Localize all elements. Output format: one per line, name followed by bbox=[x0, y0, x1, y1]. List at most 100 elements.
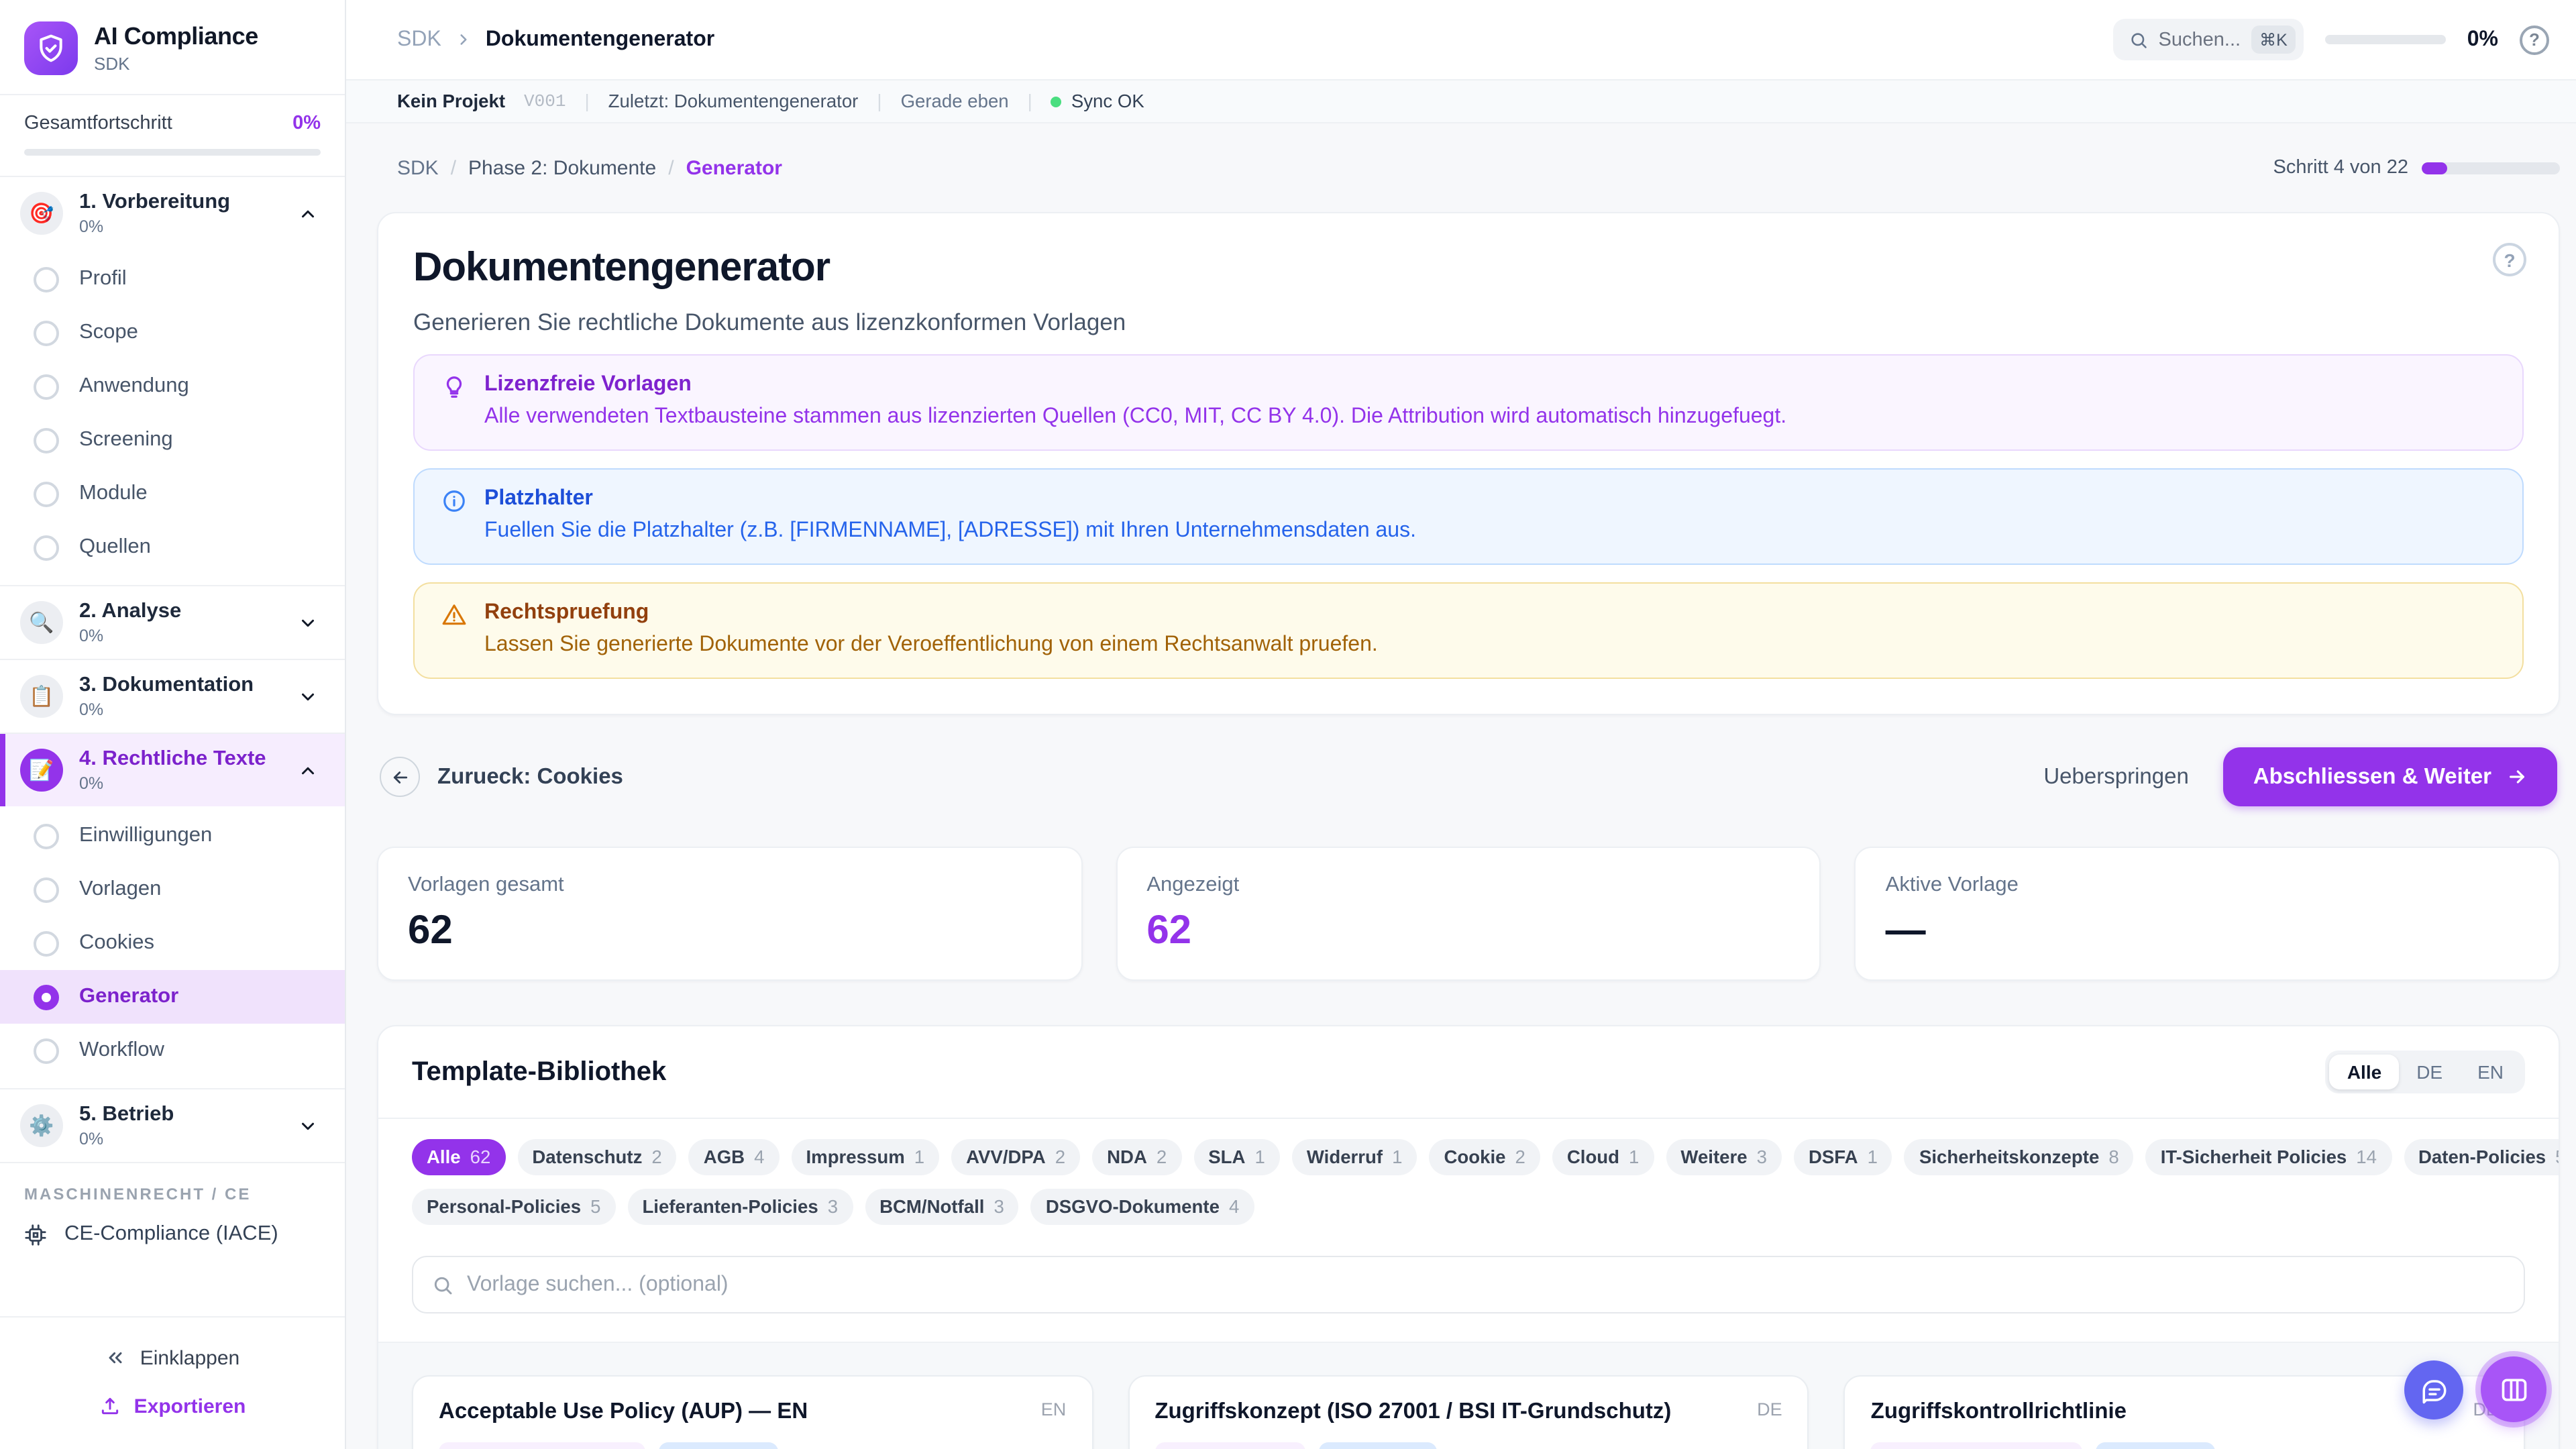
generator-card: Dokumentengenerator Generieren Sie recht… bbox=[377, 212, 2560, 715]
sidebar-section-header-4[interactable]: 📝 4. Rechtliche Texte 0% bbox=[0, 734, 345, 806]
chip-icon bbox=[25, 1224, 46, 1245]
collapse-label: Einklappen bbox=[140, 1346, 240, 1369]
filter-chip-cookie[interactable]: Cookie 2 bbox=[1429, 1139, 1540, 1175]
back-button[interactable]: Zurueck: Cookies bbox=[380, 757, 623, 797]
double-chevron-left-icon bbox=[109, 1352, 123, 1364]
sidebar-item-module[interactable]: Module bbox=[0, 467, 345, 521]
alert-title: Rechtspruefung bbox=[484, 601, 649, 624]
crumb-root[interactable]: SDK bbox=[397, 156, 439, 179]
chip-label: Widerruf bbox=[1306, 1147, 1383, 1167]
filter-chip-widerruf[interactable]: Widerruf 1 bbox=[1291, 1139, 1417, 1175]
sidebar: AI Compliance SDK Gesamtfortschritt 0% 🎯… bbox=[0, 0, 346, 1449]
sidebar-section-header-2[interactable]: 🔍 2. Analyse 0% bbox=[0, 586, 345, 659]
filter-chip-sicherheitskonzepte[interactable]: Sicherheitskonzepte 8 bbox=[1904, 1139, 2134, 1175]
chip-count: 5 bbox=[590, 1197, 601, 1217]
collapse-sidebar-button[interactable]: Einklappen bbox=[0, 1334, 345, 1382]
finish-next-button[interactable]: Abschliessen & Weiter bbox=[2223, 747, 2557, 806]
sidebar-item-generator[interactable]: Generator bbox=[0, 970, 345, 1024]
global-search-input[interactable]: Suchen... ⌘K bbox=[2112, 19, 2304, 60]
sidebar-item-anwendung[interactable]: Anwendung bbox=[0, 360, 345, 413]
template-license-chip: MIT License bbox=[2096, 1442, 2215, 1449]
search-icon bbox=[434, 1276, 452, 1294]
chip-label: BCM/Notfall bbox=[879, 1197, 985, 1217]
sidebar-item-screening[interactable]: Screening bbox=[0, 413, 345, 467]
back-label: Zurueck: Cookies bbox=[437, 764, 623, 788]
filter-chip-nda[interactable]: NDA 2 bbox=[1092, 1139, 1182, 1175]
template-lang-badge: DE bbox=[1757, 1399, 1782, 1419]
stat-label: Vorlagen gesamt bbox=[408, 873, 564, 896]
chip-count: 4 bbox=[754, 1147, 765, 1167]
filter-chip-impressum[interactable]: Impressum 1 bbox=[791, 1139, 940, 1175]
sidebar-item-workflow[interactable]: Workflow bbox=[0, 1024, 345, 1077]
filter-chip-it-sicherheit-policies[interactable]: IT-Sicherheit Policies 14 bbox=[2145, 1139, 2392, 1175]
filter-chip-cloud[interactable]: Cloud 1 bbox=[1552, 1139, 1654, 1175]
filter-chip-lieferanten-policies[interactable]: Lieferanten-Policies 3 bbox=[627, 1189, 853, 1225]
filter-chip-agb[interactable]: AGB 4 bbox=[688, 1139, 780, 1175]
filter-chip-daten-policies[interactable]: Daten-Policies 5 bbox=[2404, 1139, 2559, 1175]
stat-card: Vorlagen gesamt 62 bbox=[377, 847, 1083, 981]
lang-tab-de[interactable]: DE bbox=[2416, 1061, 2443, 1083]
sidebar-item-ce-compliance[interactable]: CE-Compliance (IACE) bbox=[24, 1217, 321, 1260]
chat-fab-button[interactable] bbox=[2404, 1360, 2463, 1419]
sidebar-nav: 🎯 1. Vorbereitung 0% Profil Scope Anwendung Sc… bbox=[0, 177, 345, 1316]
sidebar-item-scope[interactable]: Scope bbox=[0, 306, 345, 360]
statusbar: Kein Projekt V001 | Zuletzt: Dokumenteng… bbox=[346, 79, 2576, 123]
panel-fab-button[interactable] bbox=[2481, 1356, 2546, 1422]
template-search-input[interactable]: Vorlage suchen... (optional) bbox=[412, 1256, 2525, 1313]
stats-row: Vorlagen gesamt 62 Angezeigt 62 Aktive Vorla… bbox=[377, 847, 2560, 981]
sidebar-item-profil[interactable]: Profil bbox=[0, 252, 345, 306]
sidebar-item-label: Einwilligungen bbox=[79, 824, 213, 847]
card-help-icon[interactable]: ? bbox=[2493, 243, 2526, 276]
chip-count: 4 bbox=[1228, 1197, 1240, 1217]
section-title: 4. Rechtliche Texte bbox=[79, 747, 266, 770]
filter-chip-personal-policies[interactable]: Personal-Policies 5 bbox=[412, 1189, 616, 1225]
filter-chip-dsgvo-dokumente[interactable]: DSGVO-Dokumente 4 bbox=[1030, 1189, 1254, 1225]
filter-chip-bcm-notfall[interactable]: BCM/Notfall 3 bbox=[865, 1189, 1019, 1225]
skip-button[interactable]: Ueberspringen bbox=[2043, 764, 2189, 788]
sidebar-item-label: Workflow bbox=[79, 1038, 164, 1061]
lang-tab-alle[interactable]: Alle bbox=[2329, 1055, 2400, 1089]
section-title: 1. Vorbereitung bbox=[79, 191, 231, 213]
chip-label: Daten-Policies bbox=[2418, 1147, 2546, 1167]
sidebar-item-label: Screening bbox=[79, 428, 173, 451]
filter-chip-sla[interactable]: SLA 1 bbox=[1193, 1139, 1280, 1175]
sidebar-section-header-5[interactable]: ⚙️ 5. Betrieb 0% bbox=[0, 1089, 345, 1162]
sidebar-item-vorlagen[interactable]: Vorlagen bbox=[0, 863, 345, 916]
alert-body: Alle verwendeten Textbausteine stammen a… bbox=[484, 405, 1787, 428]
sidebar-section-header-3[interactable]: 📋 3. Dokumentation 0% bbox=[0, 660, 345, 733]
sidebar-item-quellen[interactable]: Quellen bbox=[0, 521, 345, 574]
page-subtitle: Generieren Sie rechtliche Dokumente aus … bbox=[413, 309, 1126, 335]
sidebar-section-header-1[interactable]: 🎯 1. Vorbereitung 0% bbox=[0, 177, 345, 250]
filter-chip-dsfa[interactable]: DSFA 1 bbox=[1793, 1139, 1892, 1175]
machine-law-section: MASCHINENRECHT / CE CE-Compliance (IACE) bbox=[0, 1163, 345, 1265]
filter-chip-alle[interactable]: Alle 62 bbox=[412, 1139, 506, 1175]
template-library-card: Template-Bibliothek Alle DE EN Alle 62 Daten… bbox=[377, 1025, 2560, 1449]
section-emoji-icon: 📝 bbox=[20, 749, 63, 792]
placeholder-alert: Platzhalter Fuellen Sie die Platzhalter … bbox=[413, 468, 2524, 565]
section-title: 3. Dokumentation bbox=[79, 674, 254, 696]
crumb-phase[interactable]: Phase 2: Dokumente bbox=[468, 156, 657, 179]
sidebar-item-einwilligungen[interactable]: Einwilligungen bbox=[0, 809, 345, 863]
legal-review-alert: Rechtspruefung Lassen Sie generierte Dok… bbox=[413, 582, 2524, 679]
export-button[interactable]: Exportieren bbox=[0, 1382, 345, 1430]
chevron-right-icon bbox=[460, 34, 467, 45]
topbar-breadcrumb: SDK Dokumentengenerator bbox=[397, 28, 714, 52]
sidebar-header: AI Compliance SDK bbox=[0, 0, 345, 95]
stat-card: Angezeigt 62 bbox=[1116, 847, 1821, 981]
radio-icon bbox=[34, 427, 59, 453]
search-shortcut-badge: ⌘K bbox=[2251, 25, 2296, 54]
upload-icon bbox=[101, 1397, 118, 1415]
filter-chip-datenschutz[interactable]: Datenschutz 2 bbox=[517, 1139, 677, 1175]
filter-chip-avv-dpa[interactable]: AVV/DPA 2 bbox=[951, 1139, 1081, 1175]
help-icon[interactable]: ? bbox=[2520, 25, 2549, 54]
chip-label: IT-Sicherheit Policies bbox=[2160, 1147, 2347, 1167]
chip-count: 8 bbox=[2108, 1147, 2119, 1167]
app-subtitle: SDK bbox=[94, 54, 130, 74]
template-card: Zugriffskonzept (ISO 27001 / BSI IT-Grun… bbox=[1128, 1375, 1809, 1449]
breadcrumb-parent[interactable]: SDK bbox=[397, 28, 441, 50]
template-title: Zugriffskonzept (ISO 27001 / BSI IT-Grun… bbox=[1155, 1399, 1672, 1424]
lang-tab-en[interactable]: EN bbox=[2477, 1061, 2504, 1083]
filter-chip-weitere[interactable]: Weitere 3 bbox=[1666, 1139, 1782, 1175]
sidebar-item-cookies[interactable]: Cookies bbox=[0, 916, 345, 970]
